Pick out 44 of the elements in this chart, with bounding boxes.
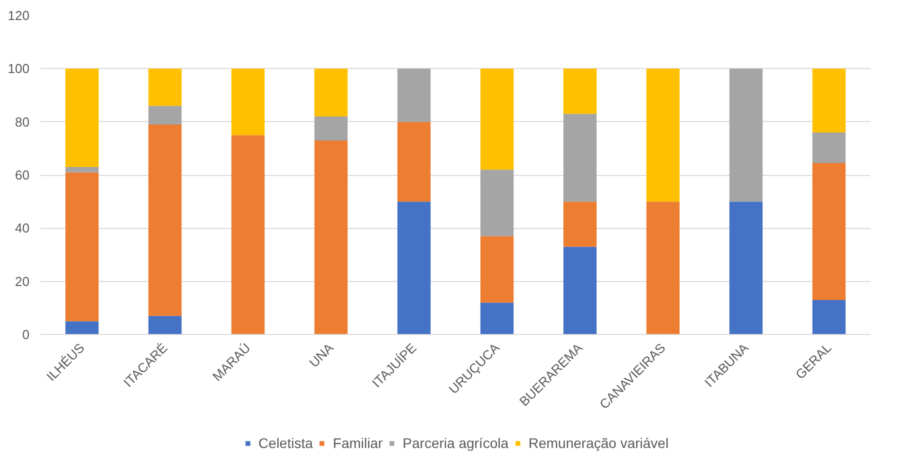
y-tick-label: 100	[8, 61, 30, 76]
bar	[563, 114, 597, 202]
bar	[397, 202, 431, 334]
bar	[563, 202, 597, 247]
bar	[148, 124, 182, 316]
x-tick-label: UNA	[306, 340, 337, 370]
bar	[812, 132, 846, 164]
bar	[812, 68, 846, 132]
bar	[314, 116, 348, 140]
bar	[480, 170, 514, 236]
bar	[646, 68, 680, 202]
bar	[480, 68, 514, 170]
bar	[480, 302, 514, 334]
bar	[563, 246, 597, 334]
y-tick-label: 20	[15, 274, 30, 289]
y-tick-label: 40	[15, 220, 30, 236]
bar	[646, 202, 680, 334]
bar	[148, 316, 182, 334]
y-tick-label: 80	[15, 114, 30, 130]
legend-label: Celetista	[258, 434, 313, 450]
bar	[812, 163, 846, 300]
bar	[480, 236, 514, 303]
bar	[65, 68, 99, 168]
legend-label: Familiar	[332, 434, 383, 450]
bar	[729, 68, 763, 202]
bar	[231, 135, 265, 334]
bar	[65, 167, 99, 172]
bar	[314, 68, 348, 117]
y-tick-label: 60	[15, 168, 30, 182]
bar	[729, 202, 763, 334]
bar	[231, 68, 265, 136]
bar	[563, 68, 597, 114]
bar	[397, 68, 431, 122]
y-tick-label: 120	[8, 8, 30, 23]
bar	[65, 321, 99, 334]
bar	[314, 140, 348, 334]
bar	[148, 68, 182, 106]
legend-label: Remuneração variável	[528, 434, 669, 450]
bar	[397, 122, 431, 202]
bar	[65, 172, 99, 322]
legend-label: Parceria agrícola	[402, 434, 508, 450]
bar	[812, 300, 846, 334]
y-tick-label: 0	[22, 327, 30, 342]
bar	[148, 106, 182, 124]
